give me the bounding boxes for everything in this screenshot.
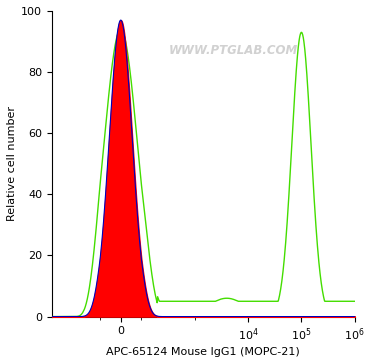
X-axis label: APC-65124 Mouse IgG1 (MOPC-21): APC-65124 Mouse IgG1 (MOPC-21)	[106, 347, 300, 357]
Y-axis label: Relative cell number: Relative cell number	[7, 106, 17, 221]
Text: WWW.PTGLAB.COM: WWW.PTGLAB.COM	[169, 44, 298, 57]
